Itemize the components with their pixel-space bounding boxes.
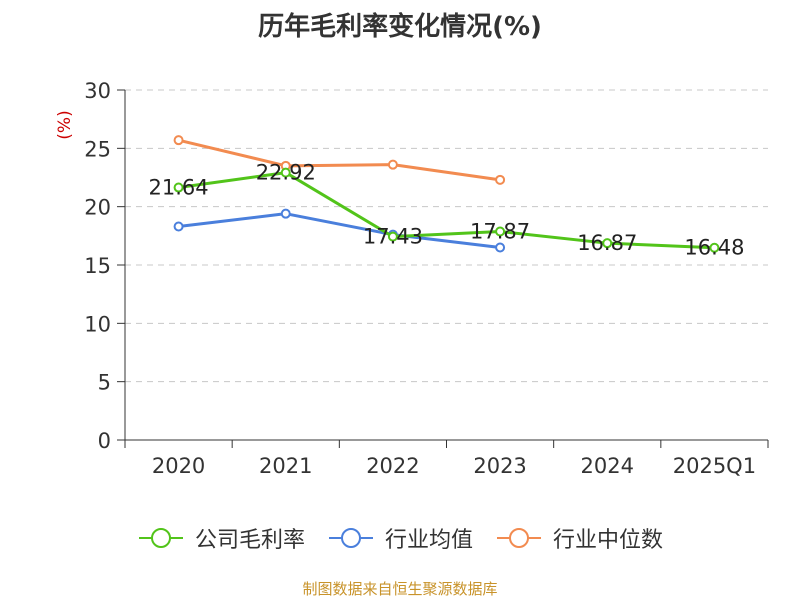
legend-label-company: 公司毛利率 (194, 528, 305, 553)
series-company-gross-margin-point (709, 242, 720, 253)
series-company-gross-margin-point (387, 231, 398, 242)
x-tick-label: 2024 (581, 454, 634, 478)
y-axis-label: (%) (55, 110, 75, 139)
y-tick-label: 30 (84, 79, 111, 103)
series-industry-median-point (495, 174, 506, 185)
legend-item-industry-median[interactable]: 行业中位数 (495, 522, 663, 554)
x-tick-label: 2020 (152, 454, 205, 478)
series-company-gross-margin-point (602, 238, 613, 249)
x-tick-label: 2023 (473, 454, 526, 478)
chart-legend: 公司毛利率 行业均值 行业中位数 (0, 518, 800, 558)
legend-label-industry-mean: 行业均值 (384, 528, 473, 553)
data-label: 17.87 (470, 220, 530, 244)
y-tick-label: 5 (98, 371, 111, 395)
x-tick-label: 2025Q1 (673, 454, 756, 478)
data-label: 16.48 (684, 236, 744, 260)
series-industry-median-point (387, 159, 398, 170)
series-company-gross-margin-point (280, 167, 291, 178)
y-tick-label: 15 (84, 254, 111, 278)
series-industry-mean-point (173, 221, 184, 232)
legend-swatch-industry-median (497, 528, 541, 548)
y-tick-label: 25 (84, 137, 111, 161)
legend-label-industry-median: 行业中位数 (553, 528, 664, 553)
legend-swatch-company (138, 528, 183, 548)
legend-item-company[interactable]: 公司毛利率 (137, 522, 305, 554)
chart-title: 历年毛利率变化情况(%) (258, 12, 542, 42)
y-tick-label: 0 (98, 429, 111, 453)
x-tick-label: 2021 (259, 454, 312, 478)
legend-swatch-industry-mean (328, 528, 373, 548)
data-source-footer: 制图数据来自恒生聚源数据库 (302, 580, 498, 598)
series-industry-mean-point (280, 208, 291, 219)
data-label: 21.64 (149, 176, 209, 200)
data-label: 22.92 (256, 161, 316, 185)
series-industry-mean-line (178, 212, 501, 249)
series-company-gross-margin-line (178, 171, 715, 250)
series-industry-median-line (178, 138, 501, 182)
x-tick-label: 2022 (366, 454, 419, 478)
series-industry-median-point (173, 135, 184, 146)
series-industry-mean-point (495, 242, 506, 253)
legend-item-industry-mean[interactable]: 行业均值 (327, 522, 473, 554)
y-tick-label: 20 (84, 196, 111, 220)
series-company-gross-margin-point (495, 226, 506, 237)
data-label: 17.43 (363, 225, 423, 249)
series-company-gross-margin-point (173, 182, 184, 193)
y-tick-label: 10 (84, 312, 111, 336)
data-label: 16.87 (577, 231, 637, 255)
